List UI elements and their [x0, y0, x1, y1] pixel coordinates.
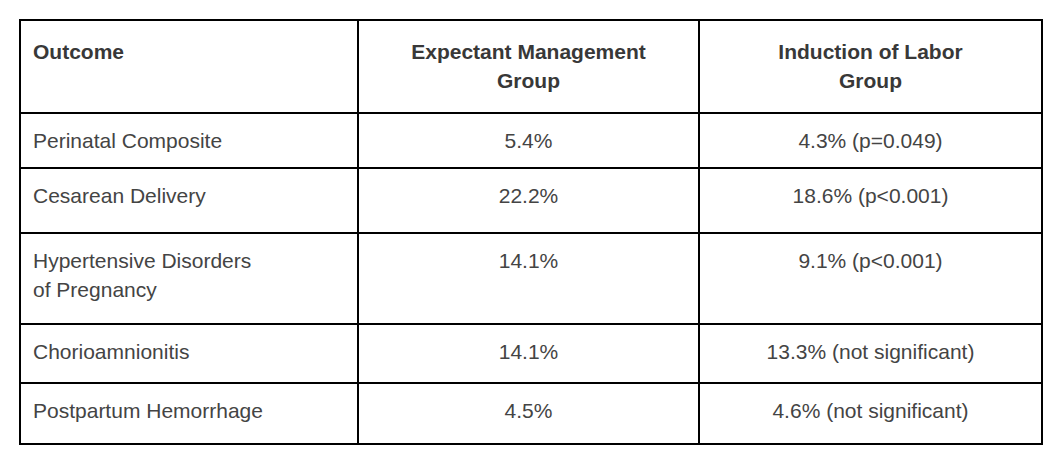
cell-outcome: Postpartum Hemorrhage [20, 383, 358, 444]
cell-outcome: Cesarean Delivery [20, 168, 358, 233]
table-row: Postpartum Hemorrhage 4.5% 4.6% (not sig… [20, 383, 1042, 444]
outcomes-comparison-table: Outcome Expectant Management Group Induc… [19, 19, 1043, 445]
cell-induction: 4.3% (p=0.049) [699, 113, 1042, 168]
cell-expectant: 22.2% [358, 168, 699, 233]
table-row: Cesarean Delivery 22.2% 18.6% (p<0.001) [20, 168, 1042, 233]
table-row: Perinatal Composite 5.4% 4.3% (p=0.049) [20, 113, 1042, 168]
header-expectant-management-group: Expectant Management Group [358, 20, 699, 113]
cell-expectant: 14.1% [358, 233, 699, 324]
table-row: Hypertensive Disorders of Pregnancy 14.1… [20, 233, 1042, 324]
header-row: Outcome Expectant Management Group Induc… [20, 20, 1042, 113]
cell-expectant: 4.5% [358, 383, 699, 444]
cell-induction: 9.1% (p<0.001) [699, 233, 1042, 324]
cell-outcome: Hypertensive Disorders of Pregnancy [20, 233, 358, 324]
cell-induction: 4.6% (not significant) [699, 383, 1042, 444]
cell-expectant: 14.1% [358, 324, 699, 383]
cell-induction: 13.3% (not significant) [699, 324, 1042, 383]
cell-induction: 18.6% (p<0.001) [699, 168, 1042, 233]
header-induction-of-labor-group: Induction of Labor Group [699, 20, 1042, 113]
cell-outcome: Perinatal Composite [20, 113, 358, 168]
table-row: Chorioamnionitis 14.1% 13.3% (not signif… [20, 324, 1042, 383]
cell-outcome: Chorioamnionitis [20, 324, 358, 383]
cell-expectant: 5.4% [358, 113, 699, 168]
header-outcome: Outcome [20, 20, 358, 113]
